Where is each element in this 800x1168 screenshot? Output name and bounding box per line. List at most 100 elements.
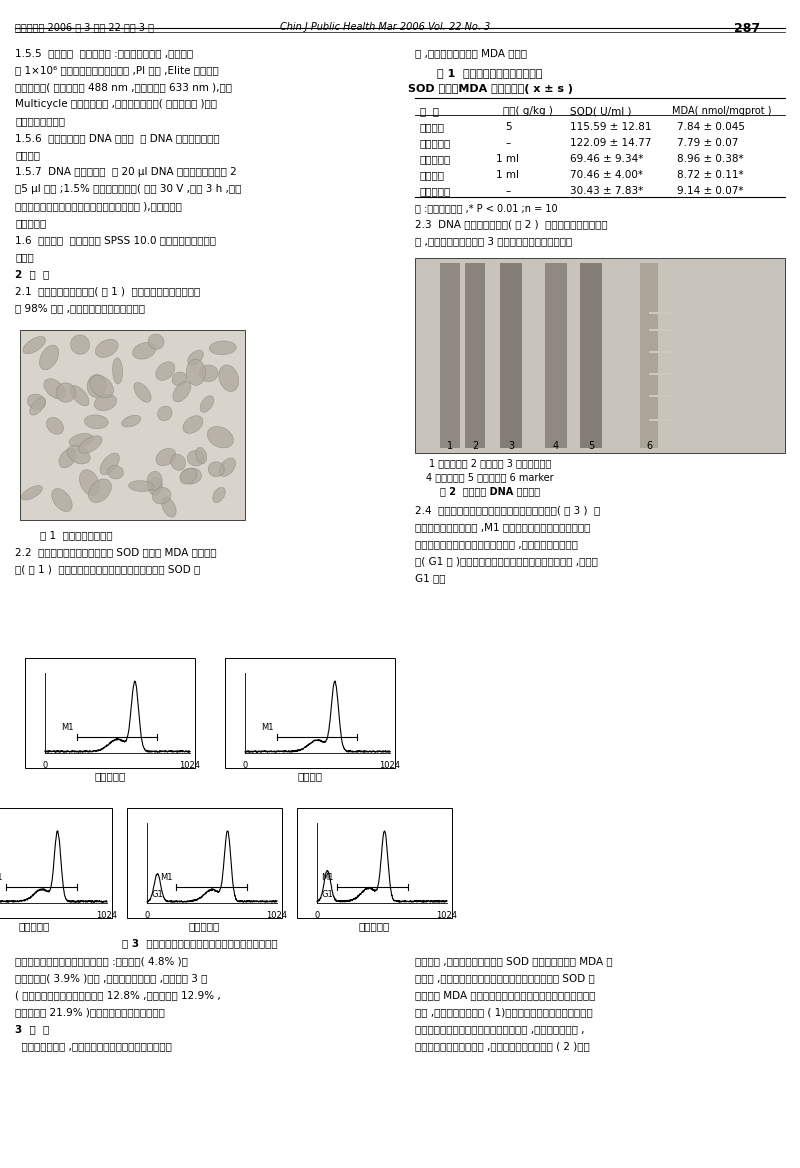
Ellipse shape	[196, 447, 206, 464]
Text: 高温对照组 21.9% )相比差异均有统计学意义。: 高温对照组 21.9% )相比差异均有统计学意义。	[15, 1007, 165, 1017]
Text: M1: M1	[321, 872, 334, 882]
Text: 1024: 1024	[266, 911, 287, 920]
Text: 1 ml: 1 ml	[497, 154, 519, 164]
Text: 剂量( g/kg ): 剂量( g/kg )	[503, 106, 553, 116]
Text: 著的 ,其可能作用机制是 ( 1)热毒平能够激活网状内皮细胞，: 著的 ,其可能作用机制是 ( 1)热毒平能够激活网状内皮细胞，	[415, 1007, 593, 1017]
Text: 量升高 ,而热毒平却能明显地提高中暑小鼠肝组织中 SOD 活: 量升高 ,而热毒平却能明显地提高中暑小鼠肝组织中 SOD 活	[415, 973, 594, 983]
Text: 本研究结果表明 ,中暑可使动物腹腔巨噬细胞凋亡率升: 本研究结果表明 ,中暑可使动物腹腔巨噬细胞凋亡率升	[15, 1041, 172, 1051]
Text: 中暑模型组: 中暑模型组	[420, 186, 451, 196]
Ellipse shape	[183, 416, 203, 433]
Ellipse shape	[188, 350, 203, 366]
Ellipse shape	[89, 479, 111, 502]
FancyBboxPatch shape	[20, 331, 245, 520]
Text: 显 ,与正常组相似。其余 3 组均出现明显的梯状条带。: 显 ,与正常组相似。其余 3 组均出现明显的梯状条带。	[415, 236, 572, 246]
Text: 6: 6	[646, 442, 652, 451]
Text: 3: 3	[508, 442, 514, 451]
Text: 西黄芪胶组: 西黄芪胶组	[420, 154, 451, 164]
Text: 取 1×10⁶ 个细胞。按常规方法制样 ,PI 染色 ,Elite 流式细胞: 取 1×10⁶ 个细胞。按常规方法制样 ,PI 染色 ,Elite 流式细胞	[15, 65, 218, 75]
Ellipse shape	[156, 449, 176, 466]
FancyBboxPatch shape	[640, 263, 658, 449]
Text: 常温对照组: 常温对照组	[420, 138, 451, 148]
Text: 使血中的内毒素含量降低 ,以减少细胞凋亡和坏死 ( 2 )热毒: 使血中的内毒素含量降低 ,以减少细胞凋亡和坏死 ( 2 )热毒	[415, 1041, 590, 1051]
FancyBboxPatch shape	[580, 263, 602, 449]
Text: 7.79 ± 0.07: 7.79 ± 0.07	[677, 138, 738, 148]
Text: 甲基氨基甲烷－硼酸盐－乙二胺四乙酸缓冲液 ),紫外线下观: 甲基氨基甲烷－硼酸盐－乙二胺四乙酸缓冲液 ),紫外线下观	[15, 201, 182, 211]
Text: 表 1  高温下热毒平对小鼠肝组织: 表 1 高温下热毒平对小鼠肝组织	[438, 68, 542, 78]
Ellipse shape	[199, 366, 218, 382]
Text: 287: 287	[734, 22, 760, 35]
Ellipse shape	[113, 357, 122, 384]
Text: 2  结  果: 2 结 果	[15, 269, 50, 279]
Text: Chin J Public Health Mar 2006 Vol. 22 No. 3: Chin J Public Health Mar 2006 Vol. 22 No…	[280, 22, 490, 32]
Ellipse shape	[213, 487, 226, 502]
Text: –: –	[506, 138, 510, 148]
Ellipse shape	[187, 451, 204, 466]
Ellipse shape	[133, 342, 156, 359]
Text: SOD( U/ml ): SOD( U/ml )	[570, 106, 631, 116]
FancyBboxPatch shape	[440, 263, 460, 449]
Text: 2.1  腹腔巨噬细胞的鉴定( 图 1 )  台盼蓝染色显示细胞活力: 2.1 腹腔巨噬细胞的鉴定( 图 1 ) 台盼蓝染色显示细胞活力	[15, 286, 200, 296]
FancyBboxPatch shape	[415, 258, 785, 453]
Ellipse shape	[59, 449, 76, 468]
Text: ( 凋亡百分率分别为生理盐水组 12.8% ,西黄芪胶组 12.9% ,: ( 凋亡百分率分别为生理盐水组 12.8% ,西黄芪胶组 12.9% ,	[15, 990, 221, 1000]
Text: 1.5.5  凋亡检测  流式细胞木 :提取的巨噬细胞 ,每个样品: 1.5.5 凋亡检测 流式细胞木 :提取的巨噬细胞 ,每个样品	[15, 48, 193, 58]
Text: 式细胞仪检测结果显示 ,M1 期西黄芪胶组、生理盐水组和中: 式细胞仪检测结果显示 ,M1 期西黄芪胶组、生理盐水组和中	[415, 522, 590, 531]
FancyBboxPatch shape	[225, 658, 395, 769]
Text: 2: 2	[472, 442, 478, 451]
Ellipse shape	[23, 336, 46, 354]
FancyBboxPatch shape	[500, 263, 522, 449]
Ellipse shape	[172, 371, 187, 385]
Text: M1: M1	[0, 872, 2, 882]
Text: 1024: 1024	[179, 762, 201, 770]
Text: 0: 0	[242, 762, 248, 770]
Ellipse shape	[219, 458, 235, 477]
Ellipse shape	[219, 364, 238, 391]
Text: 2.3  DNA 片断化检测结果( 图 2 )  热毒平组梯状条带不明: 2.3 DNA 片断化检测结果( 图 2 ) 热毒平组梯状条带不明	[415, 220, 608, 229]
Ellipse shape	[27, 394, 46, 410]
Ellipse shape	[22, 486, 42, 500]
Text: 高温对照组: 高温对照组	[359, 922, 390, 931]
Text: 热毒平组: 热毒平组	[298, 771, 322, 781]
FancyBboxPatch shape	[465, 263, 485, 449]
Ellipse shape	[70, 385, 89, 406]
Text: 暑模型组均出现不同数量的凋亡细胞 ,出现不同程度的凋亡: 暑模型组均出现不同数量的凋亡细胞 ,出现不同程度的凋亡	[415, 538, 578, 549]
Ellipse shape	[84, 415, 108, 429]
Text: 122.09 ± 14.77: 122.09 ± 14.77	[570, 138, 651, 148]
Ellipse shape	[173, 381, 191, 402]
Text: 峰( G1 峰 )。热毒平组与常温对照组的凋亡细胞极少 ,未出现: 峰( G1 峰 )。热毒平组与常温对照组的凋亡细胞极少 ,未出现	[415, 556, 598, 566]
Text: 9.14 ± 0.07*: 9.14 ± 0.07*	[677, 186, 743, 196]
Text: –: –	[506, 186, 510, 196]
Text: 8.96 ± 0.38*: 8.96 ± 0.38*	[677, 154, 744, 164]
Text: Multicycle 分析软件分析 ,通过计数凋亡区( 亚二倍体区 )细胞: Multicycle 分析软件分析 ,通过计数凋亡区( 亚二倍体区 )细胞	[15, 99, 217, 109]
Text: MDA( nmol/mgprot ): MDA( nmol/mgprot )	[672, 106, 771, 116]
Text: 处理。: 处理。	[15, 252, 34, 262]
Ellipse shape	[39, 346, 58, 370]
Text: －5 μl 上样 ;1.5% 琼脂糖凝胶电泳( 电压 30 V ,时间 3 h ,三羟: －5 μl 上样 ;1.5% 琼脂糖凝胶电泳( 电压 30 V ,时间 3 h …	[15, 185, 242, 194]
Text: 1024: 1024	[97, 911, 118, 920]
Text: 数量得出凋亡率。: 数量得出凋亡率。	[15, 116, 65, 126]
Ellipse shape	[170, 454, 186, 471]
Text: G1: G1	[151, 890, 163, 899]
Text: 正常对照组: 正常对照组	[94, 771, 126, 781]
Text: 图 3  中暑小鼠各组腹腔巨噬细胞流式细胞仪检测结果: 图 3 中暑小鼠各组腹腔巨噬细胞流式细胞仪检测结果	[122, 938, 278, 948]
Text: M1: M1	[62, 723, 74, 732]
Text: 0: 0	[314, 911, 320, 920]
Text: 0: 0	[144, 911, 150, 920]
Ellipse shape	[30, 397, 46, 415]
Ellipse shape	[100, 453, 119, 474]
Text: 中国公卫生 2006 年 3 月第 22 卷第 3 期: 中国公卫生 2006 年 3 月第 22 卷第 3 期	[15, 22, 154, 32]
Ellipse shape	[149, 478, 162, 495]
Ellipse shape	[94, 395, 117, 410]
Text: 1: 1	[447, 442, 453, 451]
Text: G1 峰。: G1 峰。	[415, 573, 446, 583]
Text: 5: 5	[588, 442, 594, 451]
Text: 1 ml: 1 ml	[497, 171, 519, 180]
Text: 力、降低 MDA 含量。热毒平对机体细胞凋亡的保护作用是显: 力、降低 MDA 含量。热毒平对机体细胞凋亡的保护作用是显	[415, 990, 595, 1000]
Text: SOD 活力、MDA 含量的影响( x ± s ): SOD 活力、MDA 含量的影响( x ± s )	[407, 84, 573, 93]
Text: 70.46 ± 4.00*: 70.46 ± 4.00*	[570, 171, 643, 180]
FancyBboxPatch shape	[545, 263, 567, 449]
Text: 8.72 ± 0.11*: 8.72 ± 0.11*	[677, 171, 744, 180]
Ellipse shape	[95, 340, 118, 357]
Text: 2.2  热毒平对中暑小鼠肝组织中 SOD 活力及 MDA 含量的影: 2.2 热毒平对中暑小鼠肝组织中 SOD 活力及 MDA 含量的影	[15, 547, 217, 557]
Ellipse shape	[186, 360, 206, 385]
